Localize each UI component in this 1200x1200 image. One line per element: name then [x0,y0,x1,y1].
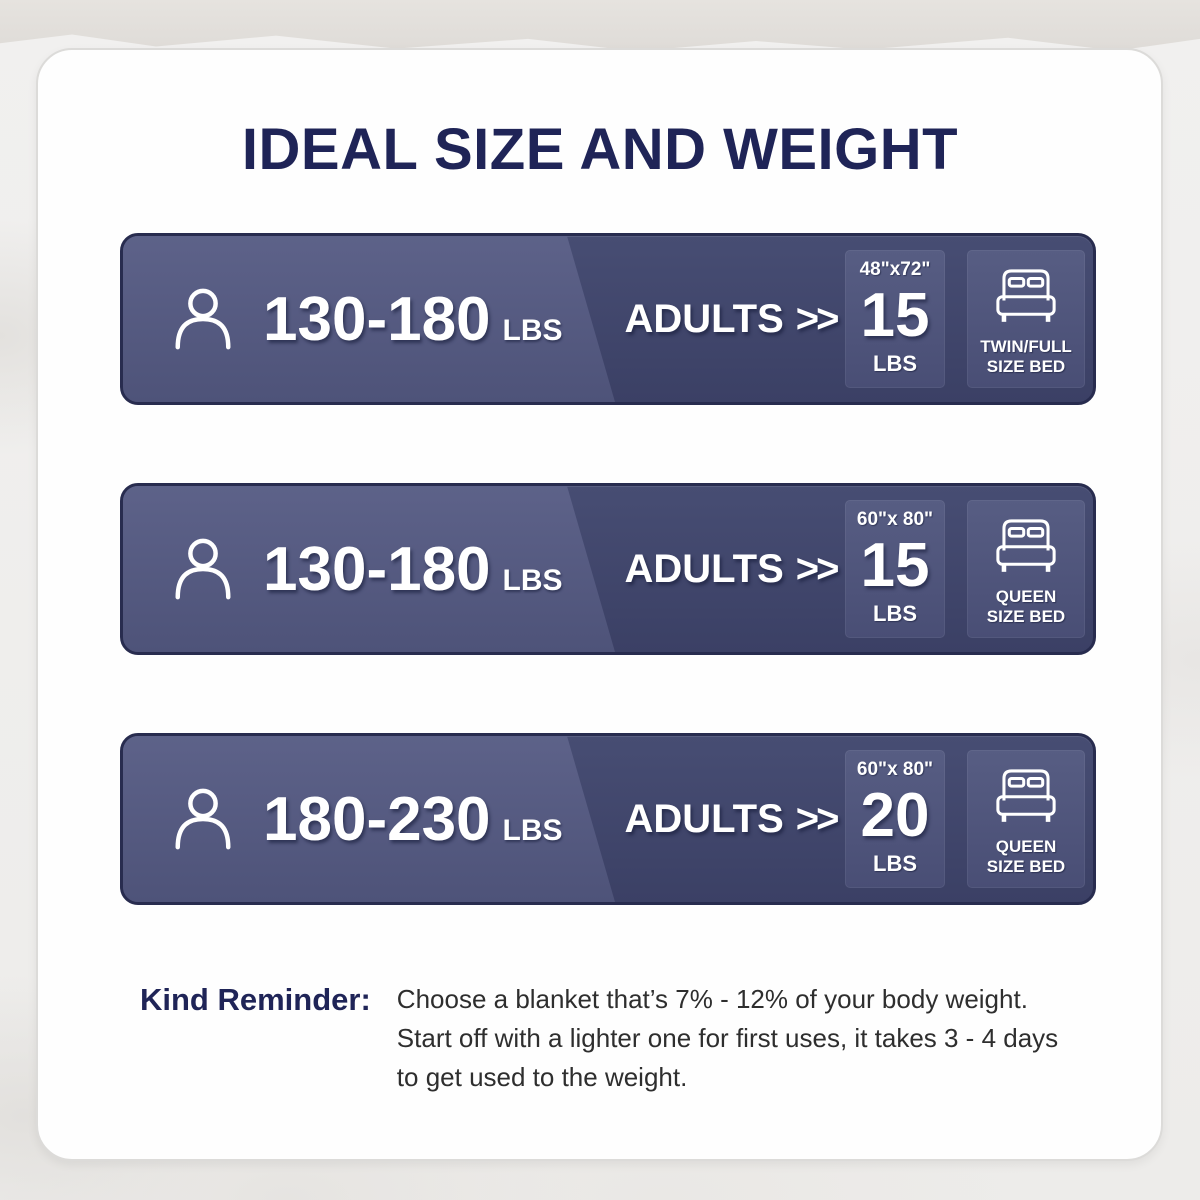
body-weight-range: 180-230 [263,784,491,854]
person-icon [175,288,231,350]
blanket-weight-panel: 60"x 80" 20 LBS [845,750,945,888]
blanket-size: 60"x 80" [856,509,934,530]
body-weight-unit: LBS [502,813,563,847]
bed-icon [996,769,1056,822]
kind-reminder: Kind Reminder: Choose a blanket that’s 7… [140,980,1058,1097]
bed-size-line2: SIZE BED [986,857,1066,877]
bed-size-label: QUEEN SIZE BED [987,587,1065,628]
bed-panel: TWIN/FULL SIZE BED [967,250,1085,388]
person-icon [175,538,231,600]
size-row-3: 180-230 LBS ADULTS >> 60"x 80" 20 LBS QU… [120,733,1096,905]
blanket-weight-value: 15 [860,281,930,351]
bed-size-label: TWIN/FULL SIZE BED [980,337,1072,378]
blanket-weight-panel: 60"x 80" 15 LBS [845,500,945,638]
chevrons-icon: >> [795,296,840,341]
bed-icon [996,269,1056,322]
page-title: IDEAL SIZE AND WEIGHT [241,117,959,182]
blanket-weight-value: 20 [860,781,930,851]
bed-size-label: QUEEN SIZE BED [987,837,1065,878]
blanket-weight-panel: 48"x72" 15 LBS [845,250,945,388]
blanket-weight-value: 15 [860,531,930,601]
chevrons-icon: >> [795,796,840,841]
bed-size-line1: TWIN/FULL [980,336,1072,356]
bed-size-line2: SIZE BED [986,357,1066,377]
audience-label: ADULTS >> [613,736,848,902]
kind-reminder-line3: to get used to the weight. [396,1062,688,1092]
blanket-size: 48"x72" [859,259,931,280]
audience-text: ADULTS [624,296,784,341]
body-weight-unit: LBS [502,313,563,347]
body-weight-range: 130-180 [263,284,491,354]
audience-label: ADULTS >> [613,486,848,652]
audience-text: ADULTS [624,796,784,841]
chevrons-icon: >> [795,546,840,591]
bed-icon [996,519,1056,572]
bed-panel: QUEEN SIZE BED [967,500,1085,638]
blanket-weight-unit: LBS [873,850,917,876]
audience-text: ADULTS [624,546,784,591]
body-weight-range: 130-180 [263,534,491,604]
bed-size-line1: QUEEN [995,836,1057,856]
blanket-weight-unit: LBS [873,600,917,626]
kind-reminder-line1: Choose a blanket that’s 7% - 12% of your… [396,984,1028,1014]
bed-size-line2: SIZE BED [986,607,1066,627]
blanket-size: 60"x 80" [856,759,934,780]
bed-size-line1: QUEEN [995,586,1057,606]
size-row-1: 130-180 LBS ADULTS >> 48"x72" 15 LBS TWI… [120,233,1096,405]
blanket-weight-unit: LBS [873,350,917,376]
size-row-2: 130-180 LBS ADULTS >> 60"x 80" 15 LBS QU… [120,483,1096,655]
kind-reminder-line2: Start off with a lighter one for first u… [396,1023,1059,1053]
bed-panel: QUEEN SIZE BED [967,750,1085,888]
kind-reminder-text: Choose a blanket that’s 7% - 12% of your… [397,980,1058,1097]
audience-label: ADULTS >> [613,236,848,402]
kind-reminder-label: Kind Reminder: [140,982,371,1017]
person-icon [175,788,231,850]
body-weight-unit: LBS [502,563,563,597]
